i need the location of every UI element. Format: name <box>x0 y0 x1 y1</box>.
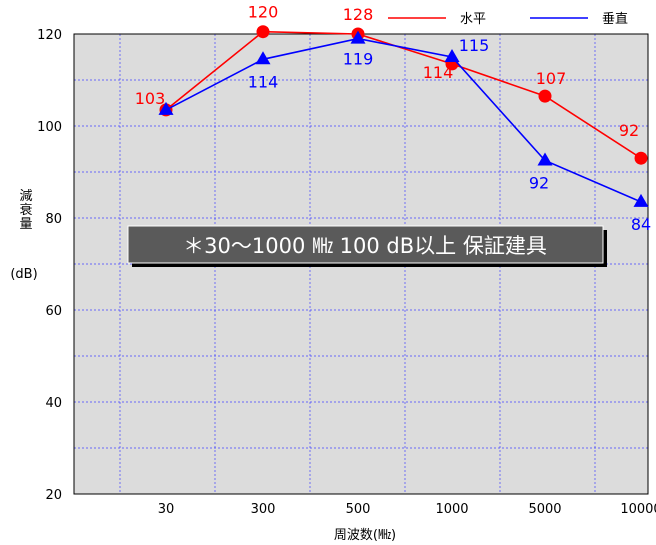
y-tick-labels: 20 40 60 80 100 120 <box>37 28 62 503</box>
data-point-水平 <box>538 89 552 103</box>
data-label-水平: 107 <box>536 69 567 88</box>
y-tick-label: 60 <box>45 304 62 319</box>
legend-label-垂直: 垂直 <box>602 12 628 27</box>
y-tick-label: 120 <box>37 28 62 43</box>
legend: 水平 垂直 <box>388 12 628 27</box>
y-axis-title-char: 量 <box>19 217 32 232</box>
data-point-水平 <box>256 25 270 39</box>
data-label-水平: 92 <box>619 121 639 140</box>
data-point-垂直 <box>158 101 174 115</box>
data-label-水平: 114 <box>423 63 454 82</box>
series-line-垂直 <box>165 37 642 203</box>
y-tick-label: 40 <box>45 396 62 411</box>
y-axis-title-text: 減衰量 <box>19 188 32 232</box>
x-tick-label: 500 <box>346 502 371 517</box>
x-tick-label: 300 <box>251 502 276 517</box>
y-tick-label: 80 <box>45 212 62 227</box>
x-axis-title: 周波数(㎒) <box>334 528 396 543</box>
series-line-水平 <box>165 30 642 159</box>
x-tick-label: 1000 <box>435 502 468 517</box>
y-tick-label: 20 <box>45 488 62 503</box>
annotation-text: ＊30〜1000 ㎒ 100 dB以上 保証建具 <box>183 234 547 258</box>
data-point-垂直 <box>350 30 366 44</box>
data-point-水平 <box>634 151 648 165</box>
data-point-垂直 <box>444 49 460 62</box>
data-point-垂直 <box>633 193 649 207</box>
x-tick-label: 10000 <box>620 502 656 517</box>
x-tick-label: 5000 <box>528 502 561 517</box>
annotation-banner-box <box>127 225 604 264</box>
data-label-垂直: 92 <box>529 174 549 193</box>
data-label-垂直: 115 <box>459 36 490 55</box>
y-axis-title-char: 衰 <box>19 202 32 218</box>
y-axis-title: 減衰量 (dB) <box>10 188 37 282</box>
series-layer: 103 120 128 114 107 92 114 119 115 92 84 <box>135 3 651 234</box>
annotation-banner: ＊30〜1000 ㎒ 100 dB以上 保証建具 <box>127 225 607 267</box>
data-label-垂直: 114 <box>248 72 279 91</box>
legend-label-水平: 水平 <box>460 12 486 27</box>
data-label-垂直: 119 <box>343 50 374 69</box>
data-point-垂直 <box>537 152 553 166</box>
data-label-垂直: 84 <box>631 215 651 234</box>
data-label-水平: 128 <box>343 5 374 24</box>
data-point-垂直 <box>255 51 271 65</box>
x-tick-labels: 30 300 500 1000 5000 10000 <box>158 502 656 517</box>
x-tick-label: 30 <box>158 502 175 517</box>
y-axis-unit: (dB) <box>10 267 37 282</box>
data-label-水平: 120 <box>248 3 279 22</box>
y-axis-title-char: 減 <box>19 188 32 204</box>
y-tick-label: 100 <box>37 120 62 135</box>
data-label-水平: 103 <box>135 89 166 108</box>
